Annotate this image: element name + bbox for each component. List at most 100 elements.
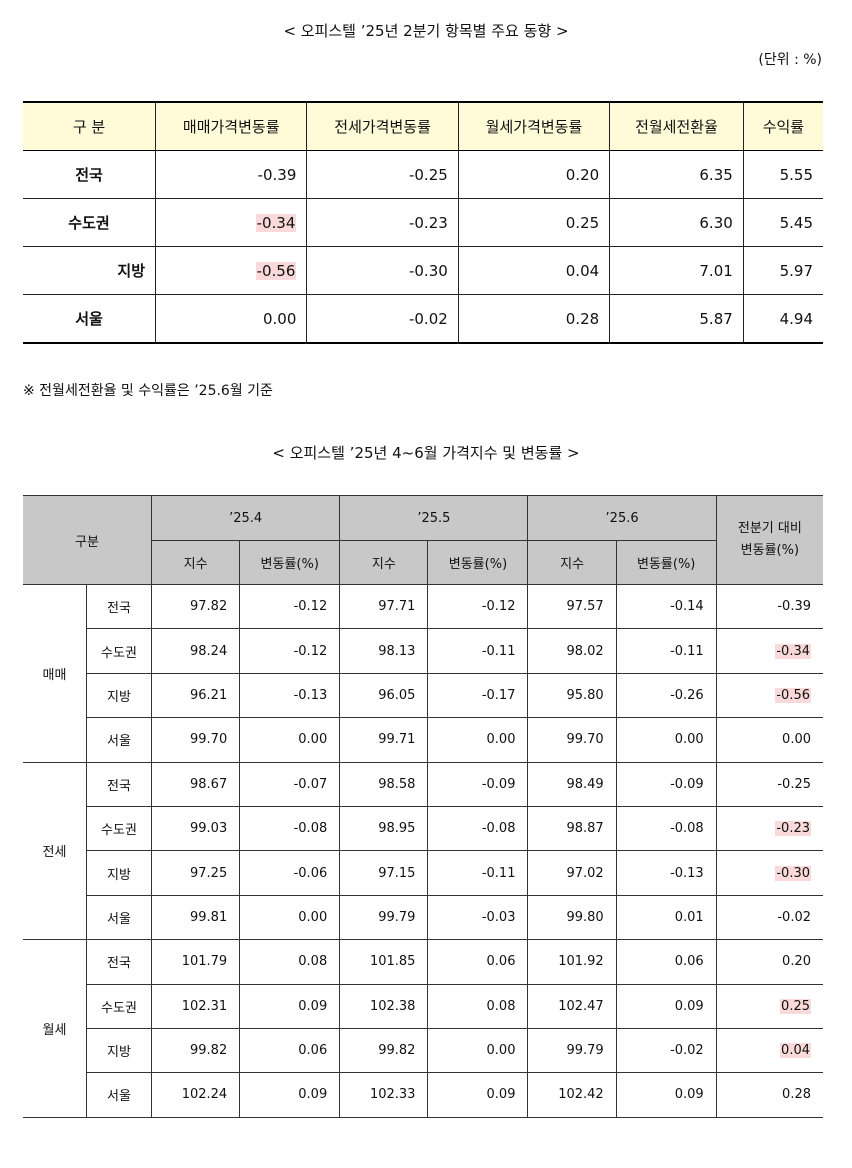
- cell: 0.09: [615, 983, 717, 1029]
- cell: -0.26: [615, 672, 717, 719]
- table1-title: < 오피스텔 ’25년 2분기 항목별 주요 동향 >: [283, 22, 569, 40]
- cell: 96.21: [150, 672, 241, 719]
- col-header-change: 변동률(%): [239, 540, 341, 585]
- row-label: 서울: [86, 894, 152, 941]
- highlighted-value: -0.56: [255, 261, 297, 280]
- cell: 0.00: [154, 294, 308, 344]
- col-header-monthly-rent-change: 월세가격변동률: [457, 101, 611, 151]
- row-label: 전국: [86, 583, 152, 630]
- footnote: ※ 전월세전환율 및 수익률은 ’25.6월 기준: [23, 383, 273, 399]
- cell: 5.97: [742, 246, 823, 295]
- cell: 97.71: [339, 583, 429, 630]
- col-header-sale-change: 매매가격변동률: [154, 101, 308, 151]
- cell: 102.31: [150, 983, 241, 1029]
- cell: 99.82: [339, 1027, 429, 1074]
- cell: -0.12: [239, 628, 341, 674]
- table-row: 지방 -0.56 -0.30 0.04 7.01 5.97: [23, 246, 823, 295]
- cell: 0.06: [615, 939, 717, 985]
- row-label: 서울: [86, 717, 152, 763]
- highlighted-value: -0.30: [775, 865, 811, 881]
- unit-label: (단위 : %): [758, 52, 822, 68]
- cell: -0.17: [427, 672, 529, 719]
- cell: 0.04: [457, 246, 611, 295]
- table-row: 지방 96.21 -0.13 96.05 -0.17 95.80 -0.26 -0.56: [23, 672, 823, 719]
- col-header-change: 변동률(%): [427, 540, 529, 585]
- cell: -0.09: [615, 761, 717, 807]
- cell: 0.00: [427, 1027, 529, 1074]
- cell: 98.49: [527, 761, 617, 807]
- cell: -0.06: [239, 850, 341, 896]
- cell: 0.20: [457, 150, 611, 199]
- cell: 4.94: [742, 294, 823, 344]
- group-label: 전세: [23, 761, 87, 941]
- cell: 97.02: [527, 850, 617, 896]
- cell: 99.79: [527, 1027, 617, 1074]
- table-row: 서울 0.00 -0.02 0.28 5.87 4.94: [23, 294, 823, 344]
- cell: 97.57: [527, 583, 617, 630]
- cell: 0.20: [715, 939, 823, 985]
- cell: 5.55: [742, 150, 823, 199]
- cell: 0.01: [615, 894, 717, 941]
- cell: 6.30: [609, 198, 744, 247]
- cell: 0.04: [715, 1027, 823, 1074]
- cell: 0.00: [427, 717, 529, 763]
- cell: 96.05: [339, 672, 429, 719]
- cell: 102.38: [339, 983, 429, 1029]
- cell: 0.00: [615, 717, 717, 763]
- cell: 97.15: [339, 850, 429, 896]
- cell: -0.14: [615, 583, 717, 630]
- row-label: 수도권: [86, 628, 152, 674]
- table-row: 매매 전국 97.82 -0.12 97.71 -0.12 97.57 -0.14 -0.39: [23, 583, 823, 763]
- cell: -0.56: [715, 672, 823, 719]
- col-header-index: 지수: [151, 540, 241, 585]
- cell: 99.70: [150, 717, 241, 763]
- cell: -0.11: [427, 850, 529, 896]
- table-row: 월세 전국 101.79 0.08 101.85 0.06 101.92 0.06 0.20: [23, 939, 823, 1118]
- cell: -0.34: [715, 628, 823, 674]
- table-row: 수도권 102.31 0.09 102.38 0.08 102.47 0.09 0.25: [23, 983, 823, 1029]
- table-row: 서울 99.81 0.00 99.79 -0.03 99.80 0.01 -0.02: [23, 894, 823, 941]
- cell: 98.95: [339, 805, 429, 852]
- cell: -0.08: [239, 805, 341, 852]
- row-label: 지방: [86, 672, 152, 719]
- cell: 98.58: [339, 761, 429, 807]
- cell: -0.13: [615, 850, 717, 896]
- cell: 99.70: [527, 717, 617, 763]
- table-row: 수도권 98.24 -0.12 98.13 -0.11 98.02 -0.11 -0.34: [23, 628, 823, 674]
- cell: -0.23: [306, 198, 459, 247]
- cell: 101.92: [527, 939, 617, 985]
- col-header-category: 구 분: [23, 101, 156, 151]
- row-label: 서울: [23, 294, 156, 344]
- col-header-change: 변동률(%): [615, 540, 717, 585]
- cell: 0.08: [427, 983, 529, 1029]
- row-label: 전국: [86, 761, 152, 807]
- table2-title: < 오피스텔 ’25년 4~6월 가격지수 및 변동률 >: [272, 444, 580, 462]
- cell: 0.25: [457, 198, 611, 247]
- cell: -0.02: [615, 1027, 717, 1074]
- highlighted-value: 0.25: [780, 998, 811, 1014]
- table-row: 지방 99.82 0.06 99.82 0.00 99.79 -0.02 0.04: [23, 1027, 823, 1074]
- cell: 0.08: [239, 939, 341, 985]
- cell: 102.33: [339, 1072, 429, 1118]
- cell: 7.01: [609, 246, 744, 295]
- group-label: 매매: [23, 584, 87, 763]
- cell: 0.28: [715, 1072, 823, 1118]
- cell: -0.56: [154, 246, 308, 295]
- cell: 0.00: [715, 717, 823, 763]
- cell: -0.30: [715, 850, 823, 896]
- cell: -0.08: [427, 805, 529, 852]
- cell: 98.67: [150, 761, 241, 807]
- cell: 99.79: [339, 894, 429, 941]
- cell: 0.06: [239, 1027, 341, 1074]
- row-label: 수도권: [86, 805, 152, 852]
- cell: 0.25: [715, 983, 823, 1029]
- cell: 99.71: [339, 717, 429, 763]
- cell: 102.47: [527, 983, 617, 1029]
- cell: 99.80: [527, 894, 617, 941]
- cell: 102.42: [527, 1072, 617, 1118]
- col-header-jeonse-change: 전세가격변동률: [306, 101, 459, 151]
- row-label: 지방: [86, 1027, 152, 1074]
- cell: -0.25: [715, 761, 823, 807]
- cell: 101.79: [150, 939, 241, 985]
- cell: -0.30: [306, 246, 459, 295]
